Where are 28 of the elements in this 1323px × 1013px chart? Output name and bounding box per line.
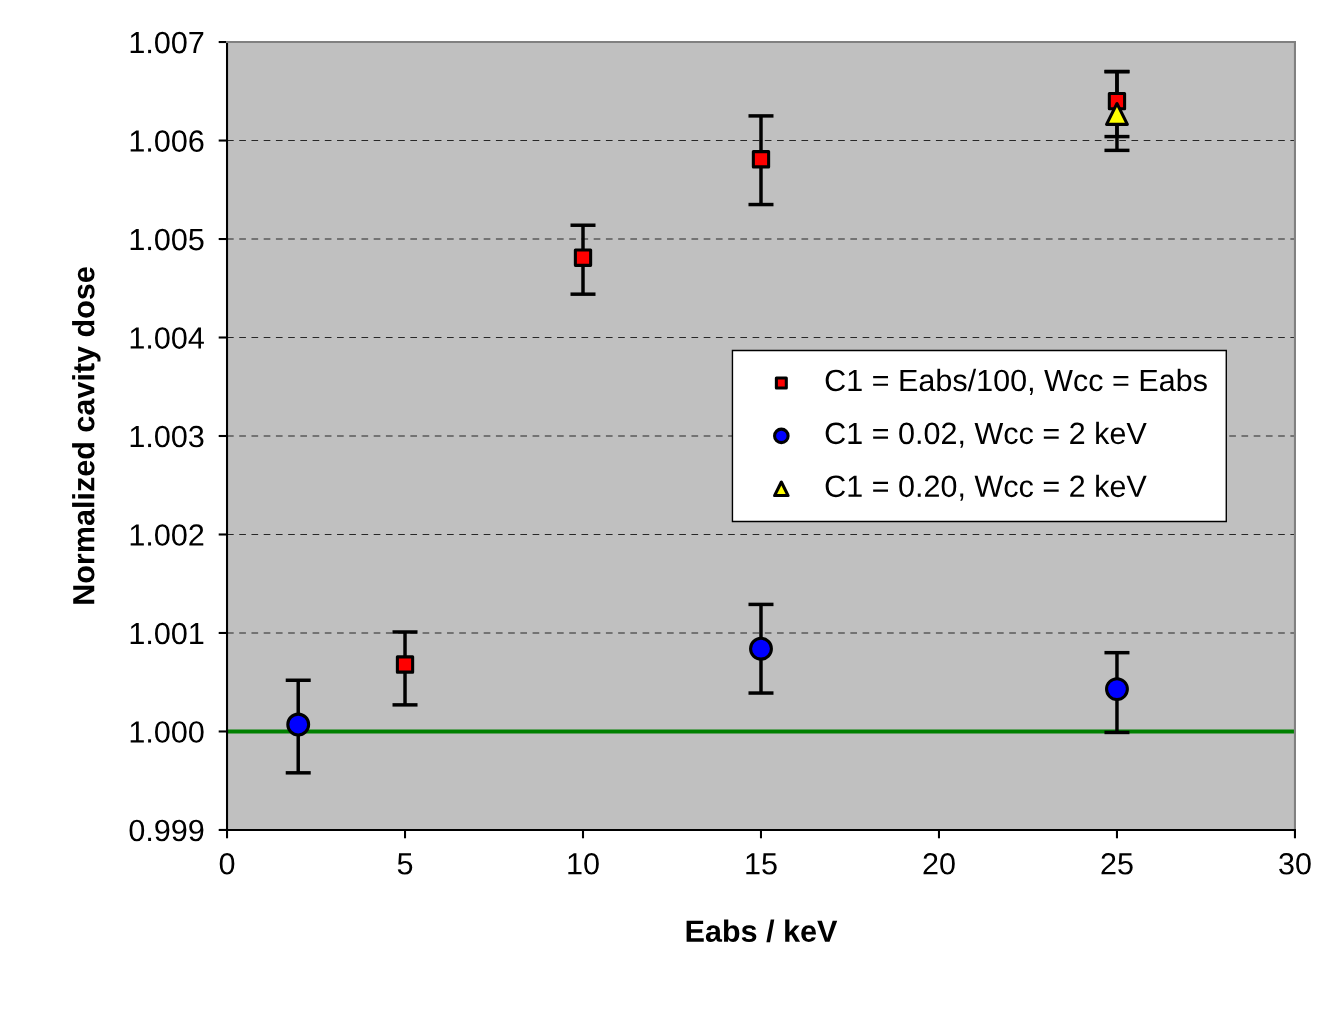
point	[573, 248, 593, 267]
point	[749, 636, 773, 661]
y-tick-label: 1.002	[130, 524, 204, 546]
legend-label: C1 = 0.02, Wcc = 2 keV	[825, 421, 1147, 448]
y-tick-label: 1.005	[130, 228, 204, 251]
point	[395, 655, 415, 674]
x-tick-label: 15	[746, 853, 777, 875]
x-tick-label: 10	[568, 852, 599, 875]
point	[751, 150, 771, 169]
x-tick-label: 0	[219, 852, 235, 875]
y-axis-title: Normalized cavity dose	[72, 267, 101, 604]
y-tick-label: 1.003	[130, 425, 204, 448]
y-tick-label: 1.001	[130, 622, 204, 645]
point	[1105, 677, 1129, 702]
point	[1105, 101, 1129, 126]
y-tick-label: 1.007	[130, 31, 204, 54]
x-tick-label: 20	[923, 852, 955, 875]
y-tick-label: 1.000	[130, 721, 204, 743]
x-axis-title: Eabs / keV	[686, 919, 838, 943]
point	[286, 712, 311, 737]
y-tick-label: 0.999	[129, 819, 204, 842]
x-tick-label: 5	[397, 853, 413, 875]
legend-label: C1 = 0.20, Wcc = 2 keV	[825, 474, 1147, 501]
y-tick-label: 1.004	[130, 327, 204, 349]
x-tick-label: 30	[1279, 852, 1311, 875]
x-tick-label: 25	[1101, 852, 1133, 875]
y-tick-label: 1.006	[130, 130, 204, 152]
legend-label: C1 = Eabs/100, Wcc = Eabs	[825, 368, 1207, 395]
